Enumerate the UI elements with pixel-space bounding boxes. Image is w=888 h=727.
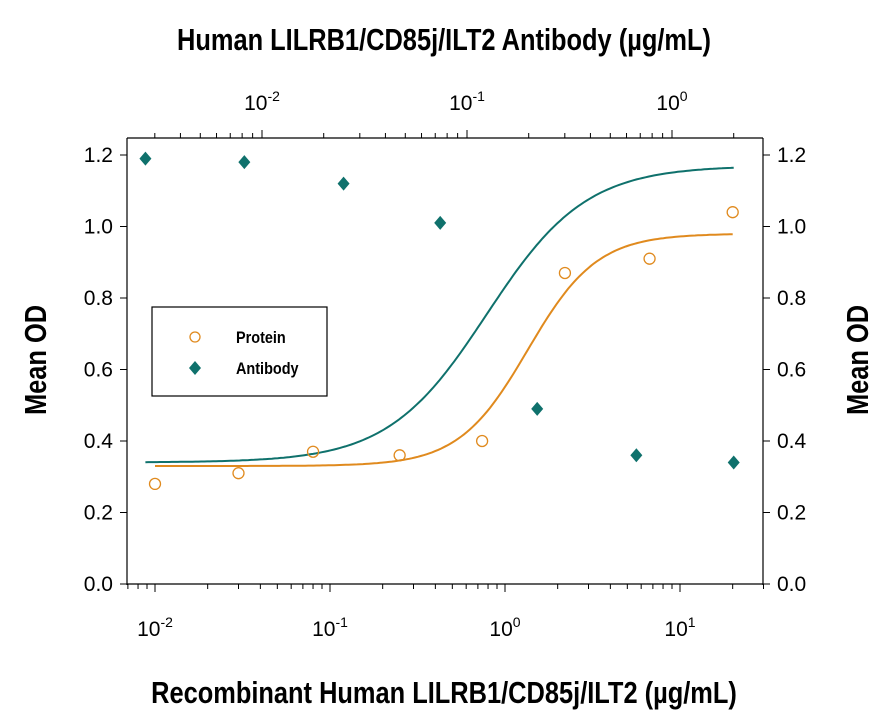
antibody-point: [139, 151, 152, 166]
bottom-x-tick-label: 10-2: [137, 614, 173, 641]
y-tick-label-left: 0.6: [84, 359, 113, 382]
y-tick-label-right: 0.8: [777, 287, 806, 310]
antibody-point: [531, 401, 544, 416]
antibody-point: [630, 448, 643, 463]
bottom-x-tick-label: 10-1: [312, 614, 348, 641]
y-tick-label-right: 1.0: [777, 216, 806, 239]
antibody-point: [337, 176, 350, 191]
protein-point: [643, 252, 656, 265]
protein-point: [475, 434, 489, 448]
legend-antibody-marker: [189, 361, 201, 375]
legend-protein-marker: [189, 331, 201, 343]
legend: Protein Antibody: [151, 306, 328, 397]
protein-point: [558, 266, 572, 280]
protein-point: [726, 206, 739, 219]
legend-box: [151, 306, 328, 397]
protein-point: [393, 449, 406, 462]
antibody-point: [238, 155, 251, 170]
y-tick-label-right: 0.6: [777, 359, 806, 382]
legend-antibody-label: Antibody: [236, 360, 299, 378]
top-axis-title: Human LILRB1/CD85j/ILT2 Antibody (µg/mL): [177, 23, 711, 58]
y-tick-label-right: 0.0: [777, 573, 806, 596]
protein-point: [148, 477, 162, 491]
y-tick-label-right: 1.2: [777, 144, 806, 167]
y-tick-label-left: 0.8: [84, 287, 113, 310]
left-axis-title: Mean OD: [19, 305, 54, 415]
legend-protein-label: Protein: [236, 329, 286, 347]
protein-fit-curve: [155, 233, 733, 467]
y-tick-label-left: 0.2: [84, 502, 113, 525]
bottom-x-tick-label: 100: [489, 614, 520, 641]
bottom-x-tick-label: 101: [664, 614, 695, 641]
y-tick-label-right: 0.2: [777, 502, 806, 525]
antibody-point: [434, 215, 447, 230]
top-x-tick-label: 10-2: [244, 88, 280, 115]
y-tick-label-right: 0.4: [777, 430, 807, 453]
antibody-point: [727, 455, 740, 470]
protein-point: [232, 467, 245, 480]
y-tick-label-left: 0.0: [84, 573, 113, 596]
right-axis-title: Mean OD: [841, 305, 876, 415]
y-tick-label-left: 1.2: [84, 144, 113, 167]
top-x-tick-label: 100: [656, 88, 687, 115]
y-tick-label-left: 1.0: [84, 216, 113, 239]
top-x-tick-label: 10-1: [449, 88, 485, 115]
protein-point: [306, 445, 320, 458]
antibody-fit-curve: [145, 166, 734, 464]
y-tick-label-left: 0.4: [84, 430, 114, 453]
bottom-axis-title: Recombinant Human LILRB1/CD85j/ILT2 (µg/…: [151, 676, 737, 711]
